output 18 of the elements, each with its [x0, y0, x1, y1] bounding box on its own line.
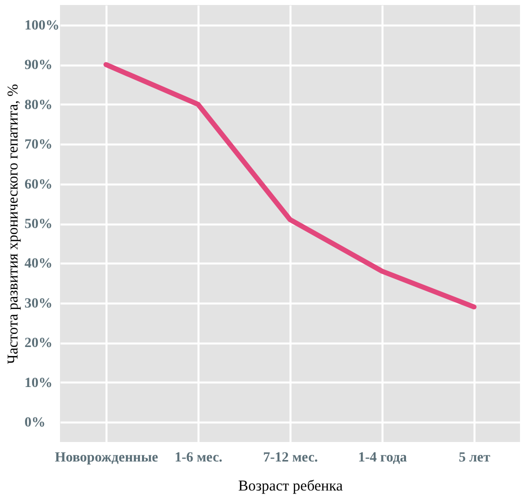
x-tick-label: 7-12 мес. [263, 450, 318, 466]
y-tick-label: 20% [24, 336, 52, 352]
y-tick-label: 80% [24, 98, 52, 113]
y-tick-label: 60% [24, 177, 52, 192]
x-tick-label: Новорожденные [54, 450, 158, 466]
y-tick-label: 70% [24, 138, 52, 153]
y-tick-label: 10% [24, 376, 52, 391]
y-tick-label: 90% [24, 58, 52, 74]
y-tick-label: 40% [24, 256, 52, 272]
x-tick-label: 1-4 года [358, 450, 407, 466]
y-tick-label: 30% [24, 296, 52, 312]
y-tick-label: 0% [24, 416, 46, 431]
y-tick-label: 50% [24, 217, 52, 232]
y-axis-title: Частота развития хронического гепатита, % [6, 84, 22, 364]
x-tick-label: 1-6 мес. [174, 450, 222, 466]
x-tick-label: 5 лет [458, 450, 490, 466]
x-axis-title: Возраст ребенка [238, 478, 344, 494]
y-tick-label: 100% [24, 18, 60, 34]
